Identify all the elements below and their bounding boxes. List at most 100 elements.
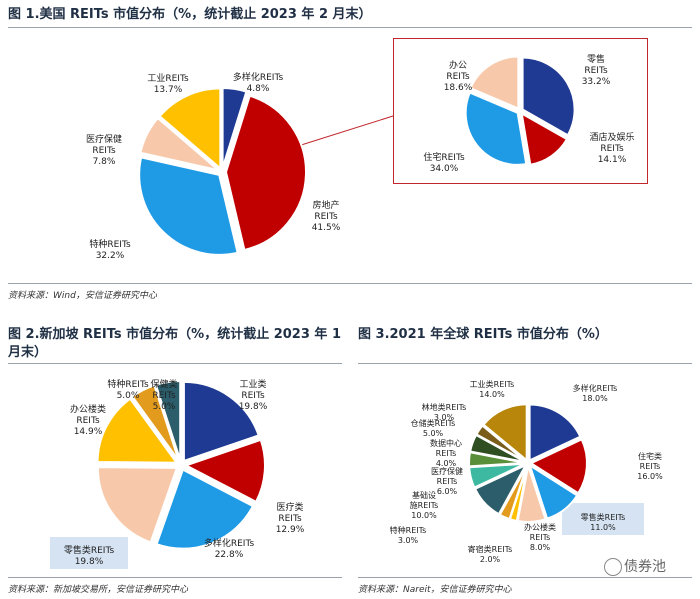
slice-label: 零售类REITs 11.0%	[581, 512, 626, 532]
wechat-icon	[604, 558, 622, 576]
pie-slice	[469, 55, 520, 111]
pie-slice	[155, 468, 255, 550]
figure2-title-line2: 月末）	[8, 345, 48, 360]
slice-label-line: 工业类REITs	[470, 379, 515, 389]
slice-label-line: 多样化REITs	[573, 383, 618, 393]
slice-label-line: 寄宿类REITs	[468, 544, 513, 554]
slice-label-line: REITs	[436, 449, 457, 458]
slice-label: 寄宿类REITs 2.0%	[468, 544, 513, 564]
slice-label-line: 5.0%	[423, 429, 444, 438]
slice-label-line: 房地产	[312, 199, 339, 211]
slice-label-line: 多样化REITs	[233, 71, 284, 83]
slice-label-line: 6.0%	[437, 487, 458, 496]
pie-slice	[475, 424, 527, 463]
pie-slice	[182, 380, 260, 463]
slice-label-line: 医疗保健	[86, 133, 122, 145]
slice-label: 住宅类 REITs 16.0%	[637, 451, 663, 481]
slice-label-line: 3.0%	[434, 413, 455, 422]
slice-label: 医疗保健 REITs 6.0%	[431, 466, 463, 496]
slice-label-line: REITs	[278, 514, 302, 524]
slice-label-line: REITs	[241, 391, 265, 401]
slice-label-line: 19.8%	[75, 557, 104, 567]
figure2-source: 资料来源：新加坡交易所，安信证券研究中心	[8, 585, 189, 595]
pie-slice	[521, 56, 576, 137]
slice-label-line: 18.0%	[582, 394, 608, 403]
slice-label: 工业类 REITs 19.8%	[239, 378, 268, 412]
pie-slice	[473, 462, 529, 516]
pie-slice	[528, 463, 579, 520]
pie-slice	[520, 111, 569, 166]
slice-label-line: 林地类REITs	[422, 402, 467, 412]
slice-label-line: 医疗类	[276, 501, 303, 513]
pie-slice	[528, 438, 588, 495]
pie-slice	[130, 384, 180, 462]
pie-slice	[96, 466, 179, 544]
pie-slice	[464, 91, 528, 166]
slice-label-line: 14.1%	[598, 155, 627, 165]
zoom-highlight-box	[393, 38, 648, 184]
slice-label-line: 特种REITs	[89, 238, 131, 250]
slice-label-line: 工业REITs	[147, 73, 189, 84]
slice-label: 多样化REITs 18.0%	[573, 383, 618, 403]
slice-label-line: REITs	[640, 462, 661, 471]
pie-slice	[138, 156, 239, 256]
slice-label-line: 数据中心	[430, 438, 462, 448]
slice-label-line: REITs	[76, 416, 100, 426]
slice-label-line: 仓储类REITs	[411, 418, 456, 428]
slice-label-line: 8.0%	[530, 543, 551, 552]
pie-slice	[528, 403, 582, 463]
slice-label: 房地产 REITs 41.5%	[312, 199, 341, 233]
figure2-bottom-rule	[8, 577, 342, 578]
watermark-text: 债券池	[624, 559, 666, 575]
slice-label-line: 施REITs	[410, 500, 439, 510]
slice-label: 办公楼类 REITs 14.9%	[70, 403, 106, 437]
slice-label: 办公 REITs 18.6%	[444, 59, 473, 93]
figure2-title: 图 2.新加坡 REITs 市值分布（%，统计截止 2023 年 1 月末）	[8, 326, 341, 362]
slice-label: 林地类REITs 3.0%	[422, 402, 467, 422]
slice-label-line: 基础设	[412, 490, 436, 500]
slice-label-line: REITs	[92, 146, 116, 156]
slice-label-line: 18.6%	[444, 83, 473, 93]
pie-slice	[158, 87, 222, 171]
figure2-title-rule	[8, 363, 342, 364]
slice-label-line: 22.8%	[215, 550, 244, 560]
slice-label-line: 2.0%	[480, 555, 501, 564]
slice-label-line: REITs	[530, 533, 551, 542]
pie-slice	[139, 116, 220, 172]
figure3-bottom-rule	[358, 577, 692, 578]
slice-label-line: 13.7%	[154, 85, 183, 95]
slice-label-line: 11.0%	[590, 523, 616, 532]
slice-label-line: REITs	[584, 66, 608, 76]
slice-label: 零售类REITs 19.8%	[64, 544, 115, 567]
slice-label: 保健类 REITs 5.0%	[150, 378, 177, 412]
pie-slice	[221, 87, 248, 169]
slice-label-line: 5.0%	[153, 402, 176, 412]
slice-label: 基础设施REITs 10.0%	[410, 490, 439, 520]
slice-label-line: 14.0%	[479, 390, 505, 399]
slice-label-line: 33.2%	[582, 77, 611, 87]
slice-label-line: 34.0%	[430, 164, 459, 174]
pie-slice	[498, 465, 528, 521]
figure1-title: 图 1.美国 REITs 市值分布（%，统计截止 2023 年 2 月末）	[8, 7, 372, 22]
slice-label: 零售 REITs 33.2%	[582, 53, 611, 87]
slice-label-line: REITs	[437, 477, 458, 486]
slice-label: 医疗类 REITs 12.9%	[276, 501, 305, 535]
slice-label-line: 7.8%	[93, 157, 116, 167]
slice-label: 多样化REITs 22.8%	[204, 537, 255, 560]
slice-label: 特种REITs 5.0%	[107, 378, 149, 401]
slice-label-line: 32.2%	[96, 251, 125, 261]
slice-label-line: 住宅REITs	[423, 151, 465, 163]
slice-label: 工业REITs 13.7%	[147, 73, 189, 95]
slice-label: 医疗保健 REITs 7.8%	[86, 133, 122, 167]
slice-label-line: REITs	[314, 212, 338, 222]
slice-label-line: 10.0%	[411, 511, 437, 520]
figure1-source: 资料来源：Wind，安信证券研究中心	[8, 291, 157, 301]
slice-label-line: 保健类	[150, 378, 177, 390]
slice-label-line: 特种REITs	[390, 525, 427, 535]
slice-label-line: 零售类REITs	[581, 512, 626, 522]
slice-label-line: 特种REITs	[107, 378, 149, 390]
